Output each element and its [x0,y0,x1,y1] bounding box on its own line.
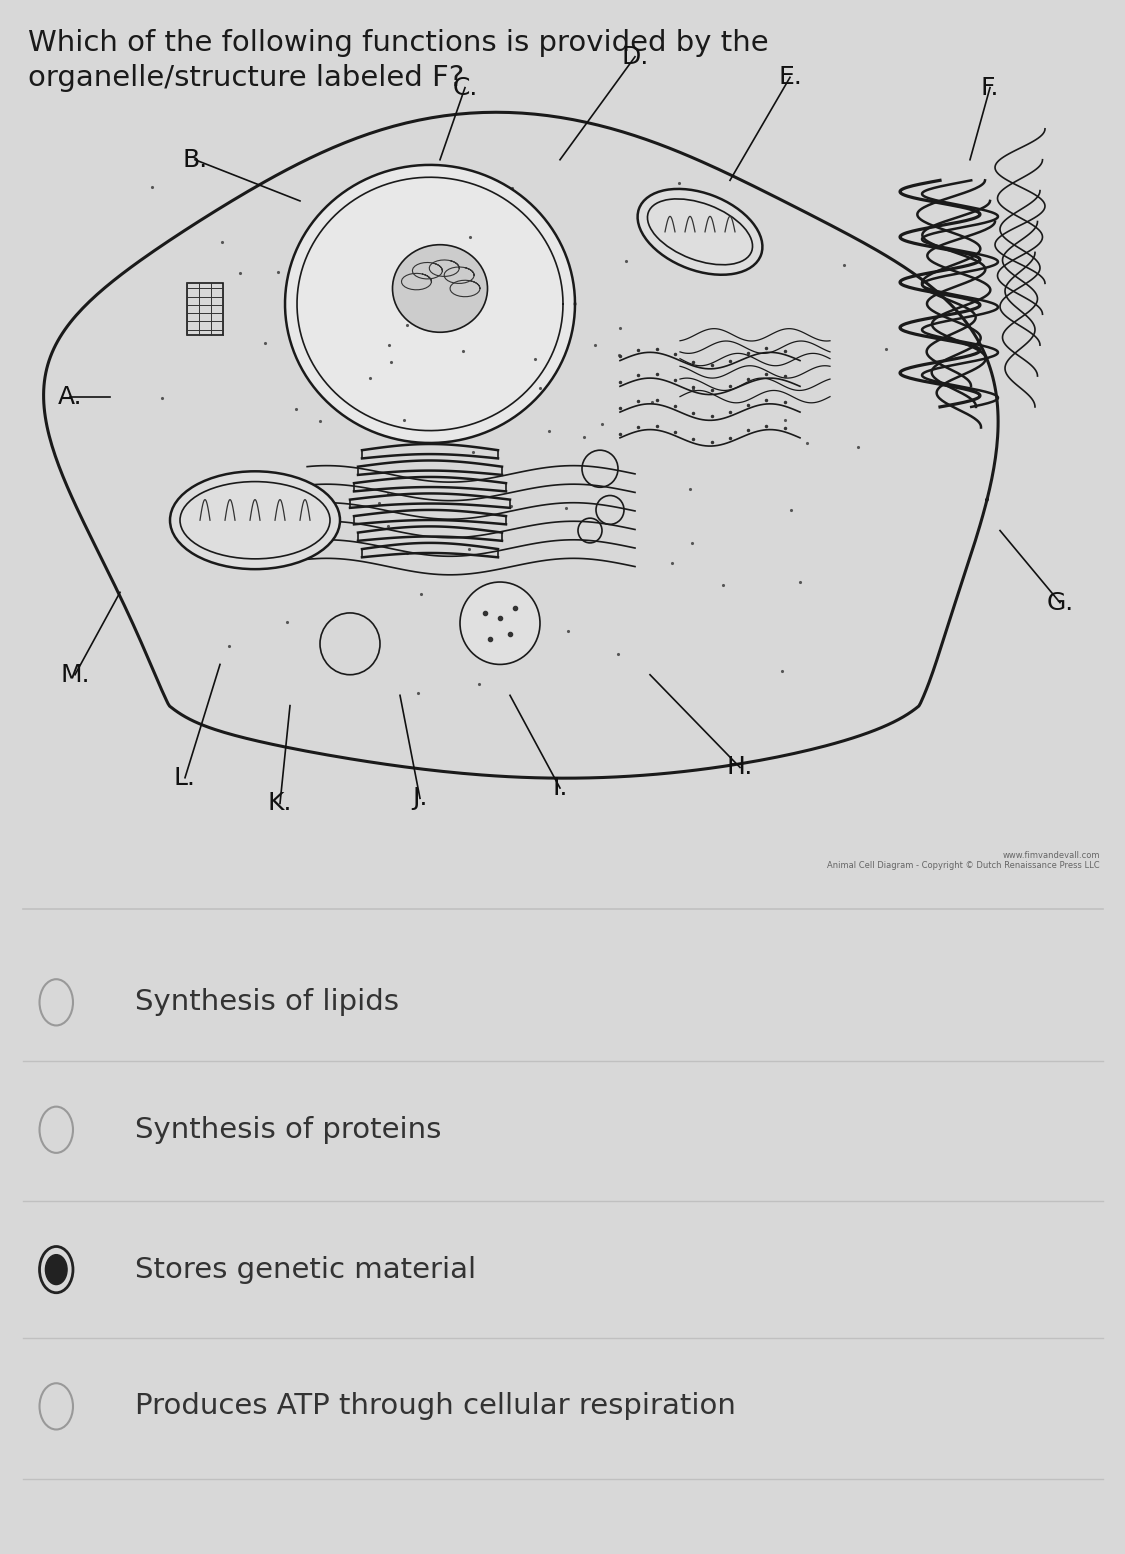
Text: A.: A. [57,385,82,409]
Text: L.: L. [174,766,196,789]
Text: K.: K. [268,791,292,816]
Text: D.: D. [621,45,649,68]
Circle shape [460,583,540,665]
Text: G.: G. [1046,591,1073,615]
Text: C.: C. [452,76,478,99]
Text: M.: M. [61,662,90,687]
Ellipse shape [170,471,340,569]
Text: H.: H. [727,755,754,780]
Circle shape [45,1254,68,1285]
Text: B.: B. [182,148,208,172]
Text: Which of the following functions is provided by the: Which of the following functions is prov… [28,30,768,57]
Text: F.: F. [981,76,999,99]
Text: Stores genetic material: Stores genetic material [135,1256,476,1284]
Text: organelle/structure labeled F?: organelle/structure labeled F? [28,64,465,92]
Text: www.fimvandevall.com
Animal Cell Diagram - Copyright © Dutch Renaissance Press L: www.fimvandevall.com Animal Cell Diagram… [827,852,1100,870]
Text: E.: E. [778,65,802,89]
Text: J.: J. [412,786,428,810]
Text: Produces ATP through cellular respiration: Produces ATP through cellular respiratio… [135,1392,736,1420]
Ellipse shape [393,244,487,333]
Ellipse shape [638,190,763,275]
Text: Synthesis of proteins: Synthesis of proteins [135,1116,441,1144]
Text: I.: I. [552,775,568,800]
Text: Synthesis of lipids: Synthesis of lipids [135,988,399,1016]
Polygon shape [285,165,575,443]
